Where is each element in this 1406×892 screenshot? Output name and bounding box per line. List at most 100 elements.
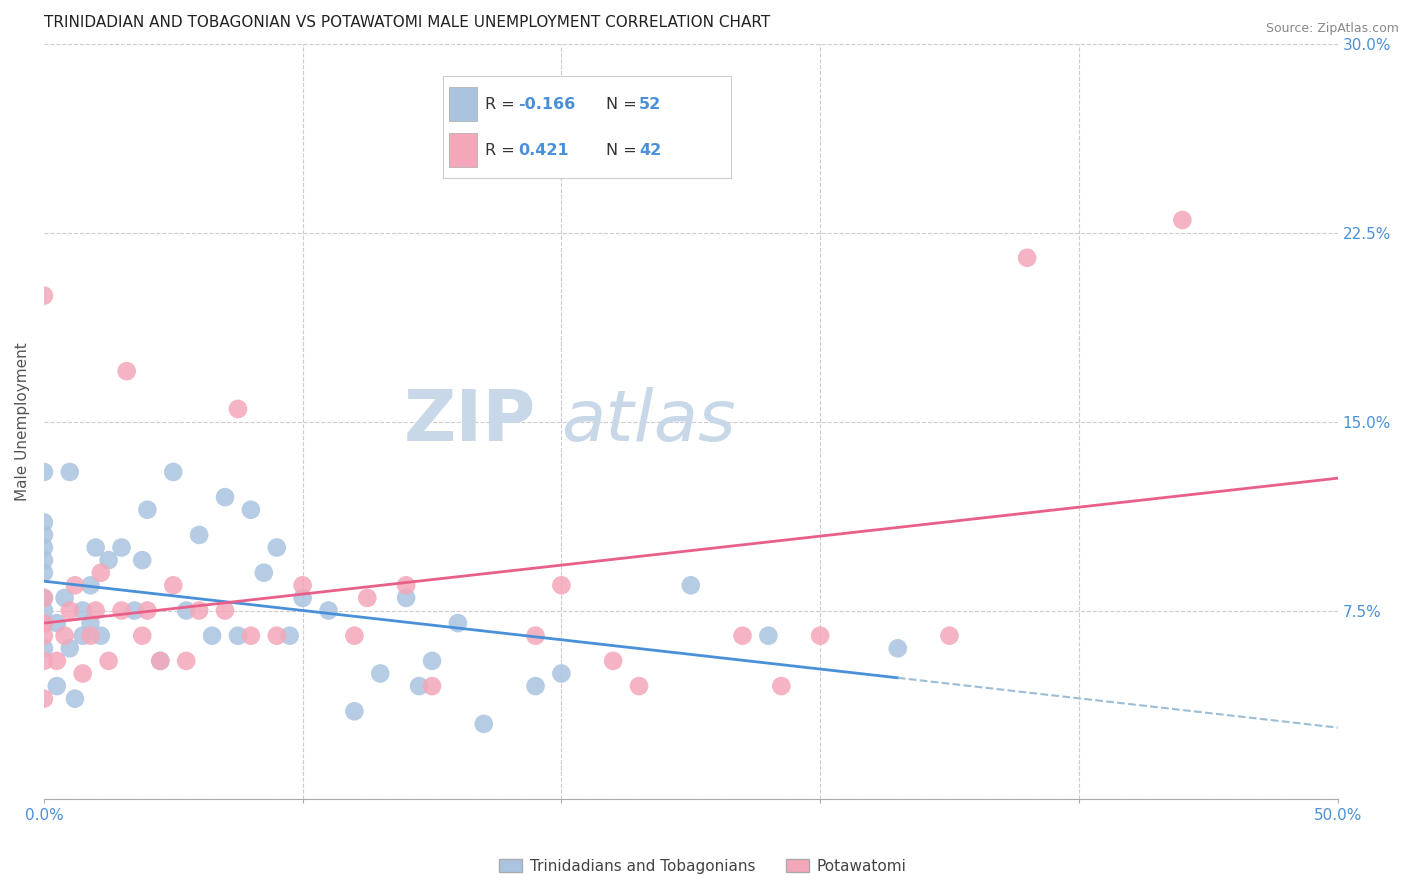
Point [45,616,67,631]
Point [1171,213,1194,227]
Text: ZIP: ZIP [404,387,536,456]
Point [97,553,120,567]
Point [84,603,107,617]
Point [420,654,443,668]
Point [32,591,55,605]
Point [278,629,301,643]
Point [938,629,960,643]
Text: R =: R = [485,143,520,158]
Point [731,629,754,643]
Point [72,629,94,643]
FancyBboxPatch shape [449,133,478,167]
Point [110,541,132,555]
Point [32,616,55,631]
Point [59,641,82,656]
Point [45,654,67,668]
Point [131,553,153,567]
Point [32,516,55,530]
Legend: Trinidadians and Tobagonians, Potawatomi: Trinidadians and Tobagonians, Potawatomi [494,853,912,880]
Point [253,566,276,580]
Text: Source: ZipAtlas.com: Source: ZipAtlas.com [1265,22,1399,36]
Point [395,591,418,605]
Point [356,591,378,605]
Point [679,578,702,592]
Text: R =: R = [485,96,520,112]
Point [343,704,366,718]
Point [32,603,55,617]
Point [226,629,249,643]
Point [162,465,184,479]
Point [1017,251,1039,265]
Point [524,679,547,693]
Point [266,629,288,643]
Point [90,566,112,580]
Point [550,666,572,681]
Point [239,629,262,643]
Point [97,654,120,668]
Point [214,490,236,504]
Point [239,502,262,516]
Point [32,591,55,605]
Point [266,541,288,555]
Point [32,288,55,302]
Point [343,629,366,643]
Point [808,629,831,643]
Point [291,578,314,592]
Point [32,641,55,656]
Text: atlas: atlas [561,387,735,456]
Point [550,578,572,592]
Point [770,679,793,693]
Point [174,603,197,617]
Point [124,603,146,617]
Point [408,679,430,693]
Point [149,654,172,668]
Point [84,541,107,555]
Point [45,679,67,693]
Point [395,578,418,592]
Text: N =: N = [606,143,641,158]
Point [79,616,101,631]
Y-axis label: Male Unemployment: Male Unemployment [15,343,30,501]
Point [136,603,159,617]
Text: -0.166: -0.166 [517,96,575,112]
Point [115,364,138,378]
Text: 52: 52 [638,96,661,112]
FancyBboxPatch shape [449,87,478,121]
Point [110,603,132,617]
Point [131,629,153,643]
Point [226,401,249,416]
Point [32,616,55,631]
Point [72,666,94,681]
Point [368,666,391,681]
Point [188,603,211,617]
Point [63,691,86,706]
Point [162,578,184,592]
Point [59,465,82,479]
Point [32,654,55,668]
Point [72,603,94,617]
Point [174,654,197,668]
Point [602,654,624,668]
Point [79,629,101,643]
Point [32,566,55,580]
Point [53,591,76,605]
Point [201,629,224,643]
Point [136,502,159,516]
Point [90,629,112,643]
Point [447,616,470,631]
Text: 0.421: 0.421 [517,143,568,158]
Point [214,603,236,617]
Text: TRINIDADIAN AND TOBAGONIAN VS POTAWATOMI MALE UNEMPLOYMENT CORRELATION CHART: TRINIDADIAN AND TOBAGONIAN VS POTAWATOMI… [44,15,770,30]
Point [627,679,650,693]
Point [420,679,443,693]
Point [32,528,55,542]
Point [318,603,340,617]
Point [524,629,547,643]
Point [149,654,172,668]
Point [32,629,55,643]
Point [63,578,86,592]
Point [32,691,55,706]
Point [472,717,495,731]
Point [291,591,314,605]
Point [32,541,55,555]
